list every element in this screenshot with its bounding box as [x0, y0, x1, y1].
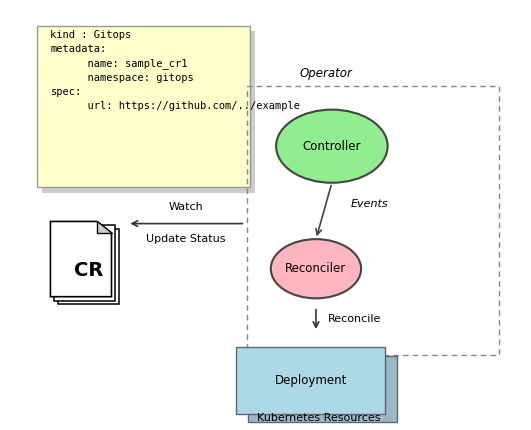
- Bar: [37, 26, 250, 187]
- Text: Controller: Controller: [303, 140, 361, 153]
- Polygon shape: [50, 221, 112, 297]
- Text: Deployment: Deployment: [275, 374, 347, 387]
- Bar: [42, 31, 255, 193]
- Text: CR: CR: [74, 261, 104, 280]
- Polygon shape: [97, 221, 112, 233]
- Bar: [248, 356, 397, 422]
- Text: Kubernetes Resources: Kubernetes Resources: [257, 413, 380, 423]
- Bar: [236, 347, 385, 414]
- Text: kind : Gitops
metadata:
      name: sample_cr1
      namespace: gitops
spec:
   : kind : Gitops metadata: name: sample_cr1…: [50, 30, 301, 111]
- Bar: [247, 86, 499, 355]
- Ellipse shape: [271, 239, 361, 298]
- Text: Events: Events: [350, 199, 388, 209]
- Text: Watch: Watch: [168, 202, 203, 212]
- Text: Reconciler: Reconciler: [285, 262, 347, 275]
- Text: Operator: Operator: [300, 67, 353, 80]
- Ellipse shape: [276, 110, 388, 183]
- Bar: [58, 229, 119, 304]
- Bar: [54, 225, 115, 301]
- Text: Reconcile: Reconcile: [328, 314, 382, 324]
- Text: Update Status: Update Status: [146, 234, 226, 244]
